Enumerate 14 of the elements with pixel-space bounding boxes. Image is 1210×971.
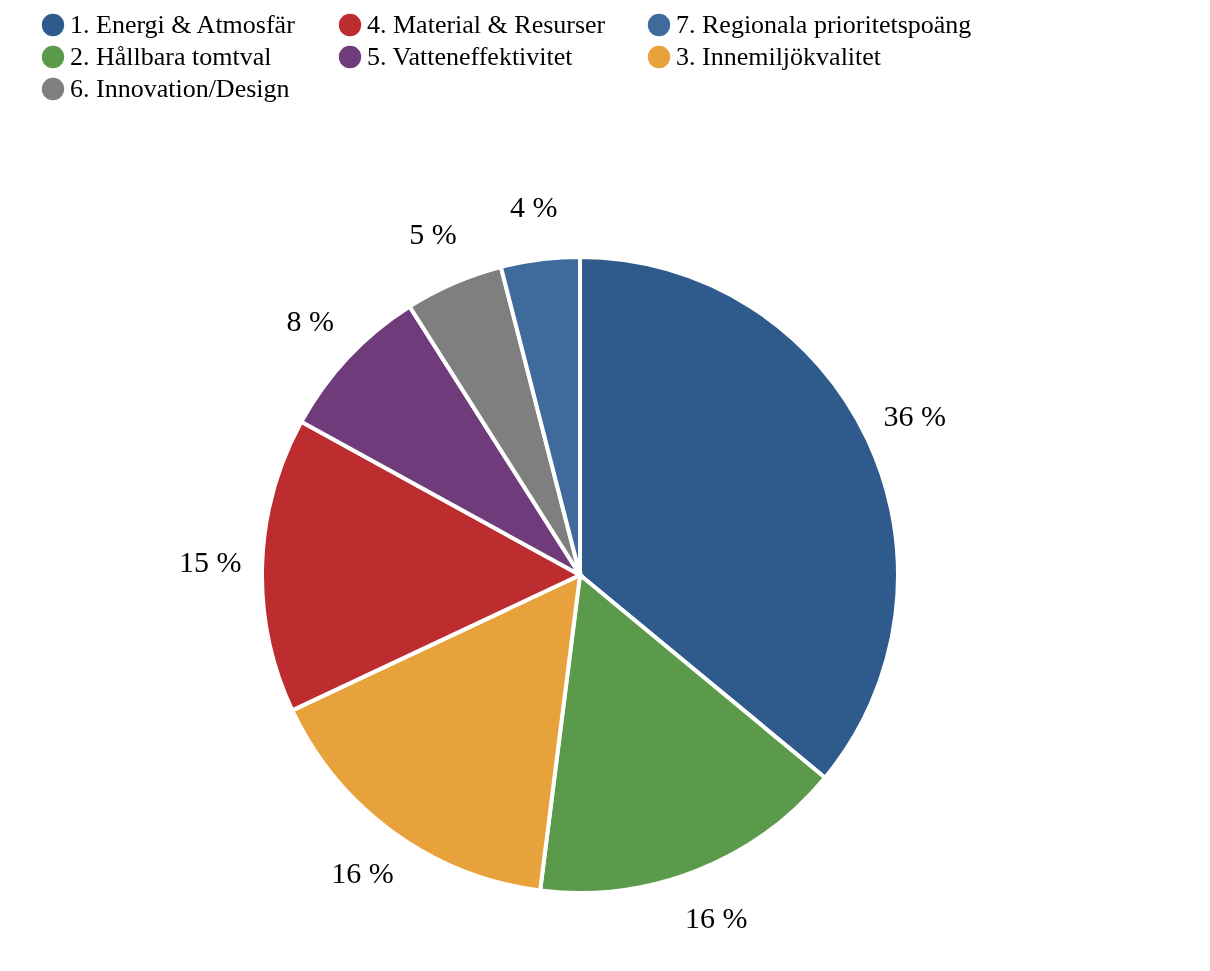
data-label: 15 %: [178, 545, 242, 579]
legend-label: 4. Material & Resurser: [367, 10, 606, 39]
data-label: 8 %: [286, 303, 335, 337]
legend-label: 7. Regionala prioritetspoäng: [676, 10, 972, 39]
data-label: 16 %: [684, 901, 748, 935]
legend-label: 2. Hållbara tomtval: [70, 42, 272, 71]
data-label: 5 %: [409, 217, 457, 251]
data-label: 4 %: [509, 189, 558, 223]
data-label: 36 %: [883, 399, 947, 433]
legend-label: 1. Energi & Atmosfär: [70, 10, 296, 39]
legend-label: 6. Innovation/Design: [70, 74, 290, 103]
data-label: 16 %: [331, 856, 394, 890]
legend-label: 5. Vatteneffektivitet: [367, 42, 574, 71]
legend-label: 3. Innemiljökvalitet: [676, 42, 882, 71]
